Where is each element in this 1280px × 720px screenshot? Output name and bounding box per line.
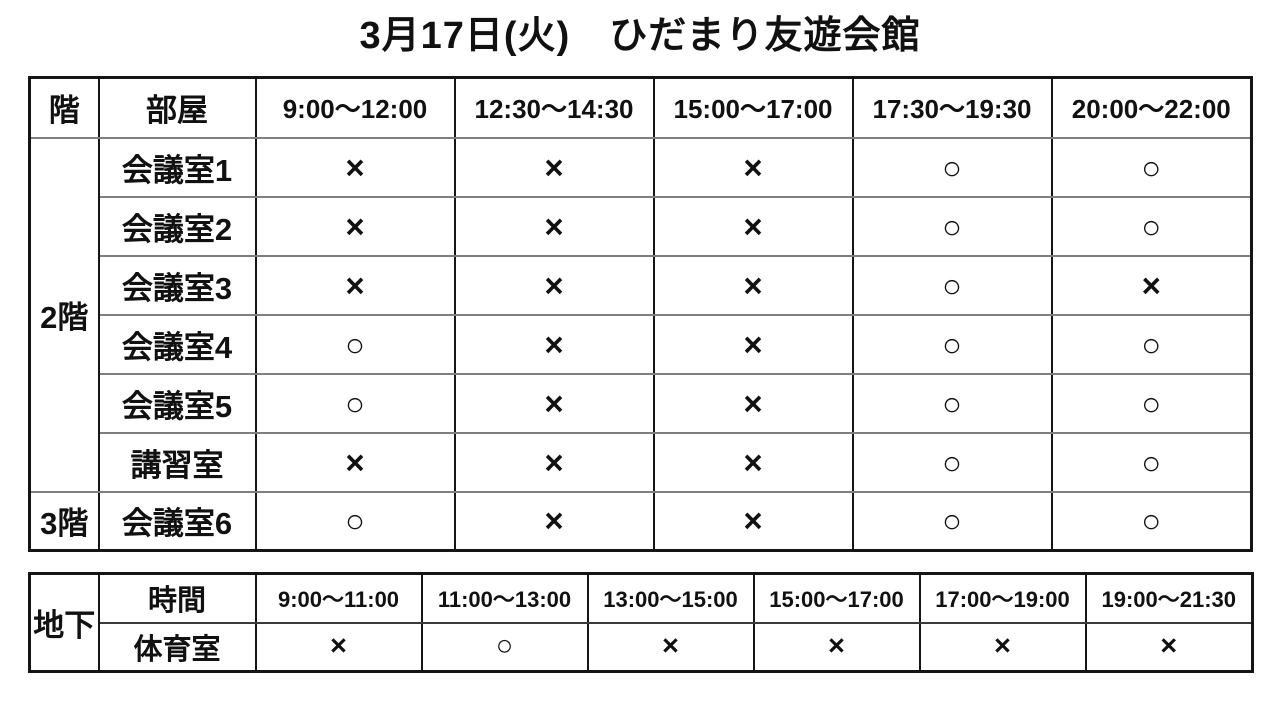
room-name: 会議室2 [97, 195, 257, 257]
availability-cell: × [254, 195, 456, 257]
table-row: 会議室5 ○ × × ○ ○ [30, 372, 1253, 434]
availability-cell: ○ [420, 621, 589, 673]
availability-table: 階 部屋 9:00～12:00 12:30～14:30 15:00～17:00 … [28, 76, 1253, 552]
floor-label-3f: 3階 [28, 490, 100, 552]
time-slot-header: 9:00～12:00 [254, 76, 456, 139]
availability-cell: ○ [1050, 195, 1253, 257]
availability-cell: × [918, 621, 1087, 673]
availability-cell: × [752, 621, 921, 673]
availability-cell: × [652, 136, 854, 198]
time-slot-header: 11:00～13:00 [420, 572, 589, 624]
availability-cell: × [453, 195, 655, 257]
availability-cell: ○ [1050, 431, 1253, 493]
room-name: 体育室 [97, 621, 257, 673]
time-slot-header: 19:00～21:30 [1084, 572, 1254, 624]
availability-cell: ○ [254, 372, 456, 434]
room-name: 会議室3 [97, 254, 257, 316]
availability-cell: ○ [254, 490, 456, 552]
floor-column-header: 階 [28, 76, 100, 139]
table-row: 会議室4 ○ × × ○ ○ [30, 313, 1253, 375]
availability-cell: × [1084, 621, 1254, 673]
time-slot-header: 15:00～17:00 [752, 572, 921, 624]
time-slot-header: 13:00～15:00 [586, 572, 755, 624]
availability-cell: × [254, 136, 456, 198]
availability-cell: ○ [851, 254, 1053, 316]
table-row: 講習室 × × × ○ ○ [30, 431, 1253, 493]
availability-cell: × [652, 254, 854, 316]
table-row: 体育室 × ○ × × × × [30, 621, 1254, 673]
room-name: 講習室 [97, 431, 257, 493]
availability-cell: × [586, 621, 755, 673]
availability-cell: ○ [1050, 372, 1253, 434]
availability-cell: ○ [851, 490, 1053, 552]
time-slot-header: 17:30～19:30 [851, 76, 1053, 139]
availability-cell: × [254, 431, 456, 493]
availability-cell: × [453, 254, 655, 316]
time-slot-header: 9:00～11:00 [254, 572, 423, 624]
table-row: 2階 会議室1 × × × ○ ○ [28, 136, 1253, 493]
availability-cell: × [453, 136, 655, 198]
floor-label-2f: 2階 [28, 136, 100, 493]
table-row: 3階 会議室6 ○ × × ○ ○ [28, 490, 1253, 552]
room-name: 会議室4 [97, 313, 257, 375]
availability-cell: × [453, 431, 655, 493]
availability-cell: × [652, 431, 854, 493]
availability-cell: × [254, 254, 456, 316]
availability-cell: × [652, 195, 854, 257]
time-slot-header: 20:00～22:00 [1050, 76, 1253, 139]
basement-header-row: 地下 時間 9:00～11:00 11:00～13:00 13:00～15:00… [28, 572, 1254, 673]
time-row-header: 時間 [97, 572, 257, 624]
availability-cell: × [1050, 254, 1253, 316]
availability-cell: × [254, 621, 423, 673]
time-slot-header: 15:00～17:00 [652, 76, 854, 139]
availability-cell: × [453, 490, 655, 552]
room-name: 会議室1 [97, 136, 257, 198]
availability-cell: × [453, 372, 655, 434]
table-row: 会議室2 × × × ○ ○ [30, 195, 1253, 257]
table-row: 会議室3 × × × ○ × [30, 254, 1253, 316]
availability-cell: × [652, 490, 854, 552]
availability-cell: ○ [851, 313, 1053, 375]
availability-cell: ○ [1050, 136, 1253, 198]
room-name: 会議室5 [97, 372, 257, 434]
availability-table-header-row: 階 部屋 9:00～12:00 12:30～14:30 15:00～17:00 … [28, 76, 1253, 139]
availability-cell: ○ [851, 431, 1053, 493]
room-name: 会議室6 [97, 490, 257, 552]
availability-cell: × [453, 313, 655, 375]
time-slot-header: 12:30～14:30 [453, 76, 655, 139]
availability-cell: ○ [1050, 313, 1253, 375]
availability-cell: × [652, 313, 854, 375]
page-title: 3月17日(火) ひだまり友遊会館 [359, 15, 921, 57]
availability-cell: ○ [851, 372, 1053, 434]
time-slot-header: 17:00～19:00 [918, 572, 1087, 624]
room-column-header: 部屋 [97, 76, 257, 139]
availability-cell: ○ [851, 195, 1053, 257]
availability-cell: × [652, 372, 854, 434]
availability-cell: ○ [1050, 490, 1253, 552]
basement-availability-table: 地下 時間 9:00～11:00 11:00～13:00 13:00～15:00… [28, 572, 1254, 673]
availability-cell: ○ [851, 136, 1053, 198]
availability-cell: ○ [254, 313, 456, 375]
floor-label-basement: 地下 [28, 572, 100, 673]
